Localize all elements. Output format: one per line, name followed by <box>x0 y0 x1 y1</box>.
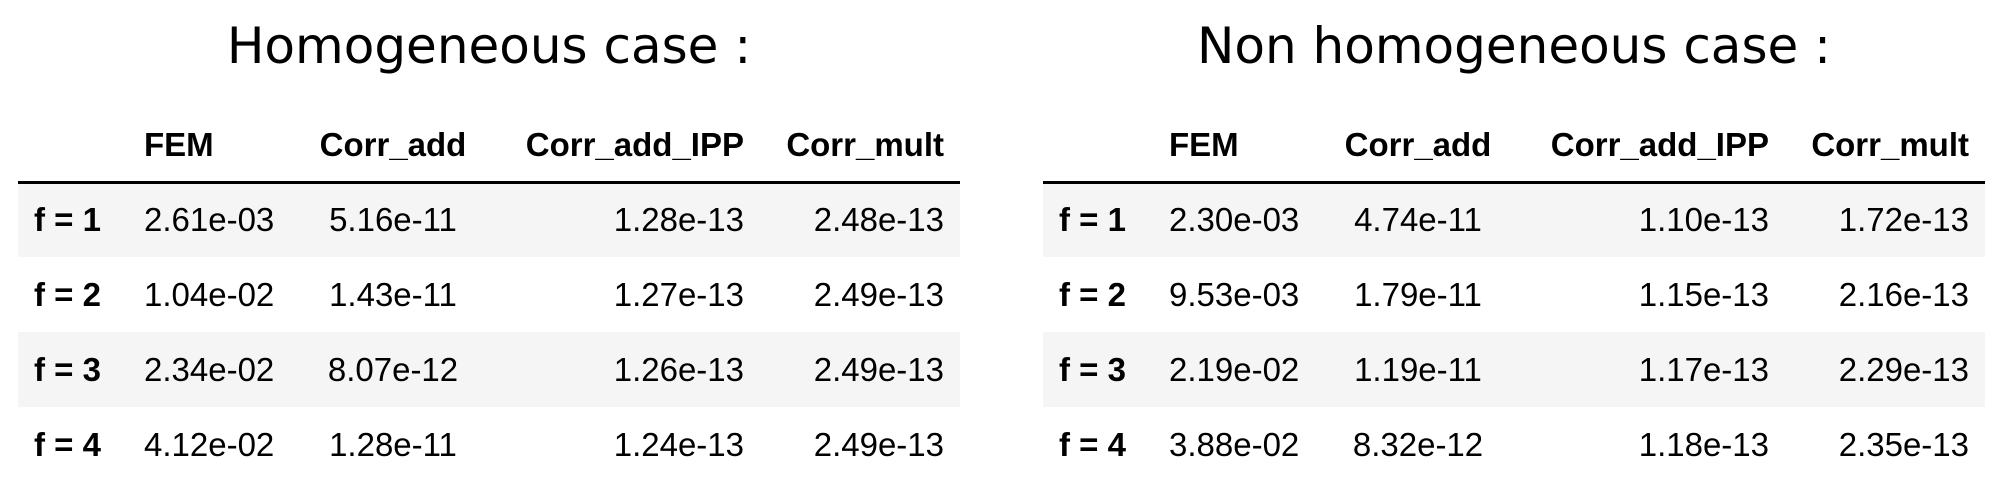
cell-corr-add: 8.07e-12 <box>327 350 459 388</box>
table-row: f = 3 2.19e-02 1.19e-11 1.17e-13 2.29e-1… <box>1043 332 1985 407</box>
row-label: f = 3 <box>1059 350 1126 388</box>
cell-corr-add-ipp: 1.27e-13 <box>613 275 744 313</box>
results-table: FEM Corr_add Corr_add_IPP Corr_mult f = … <box>18 110 960 482</box>
cell-corr-add: 4.74e-11 <box>1354 201 1482 239</box>
cell-corr-add-ipp: 1.28e-13 <box>613 201 744 239</box>
cell-corr-add: 1.19e-11 <box>1354 350 1482 388</box>
cell-corr-add-ipp: 1.26e-13 <box>613 350 744 388</box>
column-header-corr-mult: Corr_mult <box>1785 110 1985 184</box>
cell-corr-add: 8.32e-12 <box>1352 425 1484 463</box>
cell-fem: 4.12e-02 <box>144 425 275 463</box>
cell-corr-mult: 2.48e-13 <box>813 201 944 239</box>
cell-corr-mult: 2.16e-13 <box>1838 275 1969 313</box>
non-homogeneous-panel: Non homogeneous case : FEM Corr_add Corr… <box>1043 0 1985 494</box>
cell-corr-add-ipp: 1.24e-13 <box>613 425 744 463</box>
cell-corr-add-ipp: 1.15e-13 <box>1638 275 1769 313</box>
table-row: f = 2 9.53e-03 1.79e-11 1.15e-13 2.16e-1… <box>1043 257 1985 332</box>
cell-corr-mult: 2.49e-13 <box>813 275 944 313</box>
cell-corr-mult: 2.29e-13 <box>1838 350 1969 388</box>
row-label: f = 2 <box>34 275 101 313</box>
cell-fem: 2.30e-03 <box>1169 201 1300 239</box>
panel-title: Homogeneous case : <box>226 17 752 75</box>
cell-fem: 3.88e-02 <box>1169 425 1300 463</box>
row-label: f = 2 <box>1059 275 1126 313</box>
cell-corr-mult: 2.49e-13 <box>813 350 944 388</box>
cell-corr-add: 1.79e-11 <box>1354 275 1482 313</box>
cell-corr-mult: 1.72e-13 <box>1838 201 1969 239</box>
column-header-fem: FEM <box>1153 110 1323 184</box>
table-row: f = 3 2.34e-02 8.07e-12 1.26e-13 2.49e-1… <box>18 332 960 407</box>
cell-corr-mult: 2.35e-13 <box>1838 425 1969 463</box>
column-header-corr-mult: Corr_mult <box>760 110 960 184</box>
column-header-corr-add-ipp: Corr_add_IPP <box>1513 110 1785 184</box>
table-row: f = 2 1.04e-02 1.43e-11 1.27e-13 2.49e-1… <box>18 257 960 332</box>
cell-corr-mult: 2.49e-13 <box>813 425 944 463</box>
table-row: f = 4 4.12e-02 1.28e-11 1.24e-13 2.49e-1… <box>18 407 960 482</box>
cell-fem: 2.34e-02 <box>144 350 275 388</box>
cell-corr-add: 1.43e-11 <box>329 275 457 313</box>
results-table: FEM Corr_add Corr_add_IPP Corr_mult f = … <box>1043 110 1985 482</box>
cell-corr-add: 1.28e-11 <box>329 425 457 463</box>
cell-fem: 2.19e-02 <box>1169 350 1300 388</box>
table-row: f = 1 2.61e-03 5.16e-11 1.28e-13 2.48e-1… <box>18 182 960 257</box>
homogeneous-panel: Homogeneous case : FEM Corr_add Corr_add… <box>18 0 960 494</box>
cell-corr-add-ipp: 1.18e-13 <box>1638 425 1769 463</box>
cell-corr-add: 5.16e-11 <box>329 201 457 239</box>
column-header-index <box>1043 110 1153 184</box>
table-row: f = 1 2.30e-03 4.74e-11 1.10e-13 1.72e-1… <box>1043 182 1985 257</box>
header-row: FEM Corr_add Corr_add_IPP Corr_mult <box>18 110 960 184</box>
column-header-corr-add: Corr_add <box>298 110 488 184</box>
row-label: f = 4 <box>1059 425 1126 463</box>
row-label: f = 1 <box>1059 201 1126 239</box>
column-header-corr-add-ipp: Corr_add_IPP <box>488 110 760 184</box>
row-label: f = 1 <box>34 201 101 239</box>
column-header-index <box>18 110 128 184</box>
table-row: f = 4 3.88e-02 8.32e-12 1.18e-13 2.35e-1… <box>1043 407 1985 482</box>
column-header-fem: FEM <box>128 110 298 184</box>
cell-fem: 2.61e-03 <box>144 201 275 239</box>
row-label: f = 4 <box>34 425 101 463</box>
row-label: f = 3 <box>34 350 101 388</box>
panel-title: Non homogeneous case : <box>1196 17 1831 75</box>
cell-corr-add-ipp: 1.10e-13 <box>1638 201 1769 239</box>
cell-fem: 9.53e-03 <box>1169 275 1300 313</box>
cell-corr-add-ipp: 1.17e-13 <box>1638 350 1769 388</box>
cell-fem: 1.04e-02 <box>144 275 275 313</box>
header-row: FEM Corr_add Corr_add_IPP Corr_mult <box>1043 110 1985 184</box>
column-header-corr-add: Corr_add <box>1323 110 1513 184</box>
